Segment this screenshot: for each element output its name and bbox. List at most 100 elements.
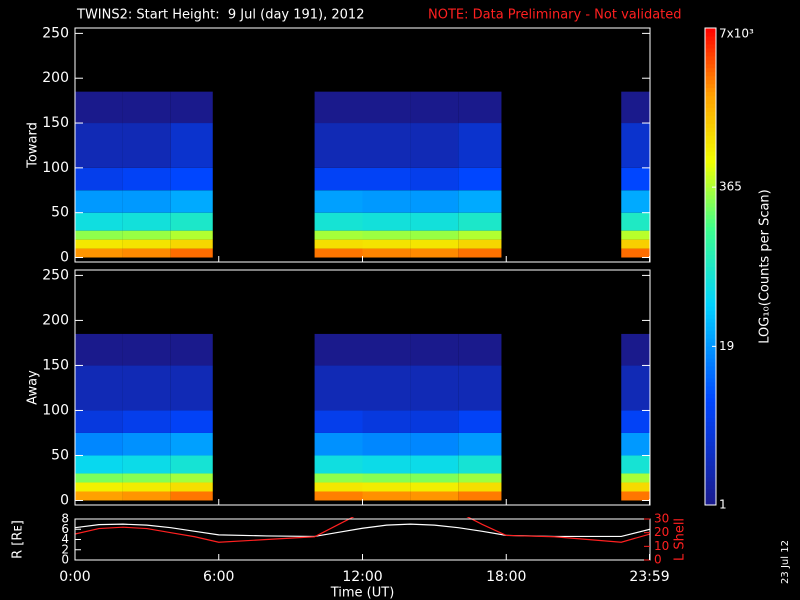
colorbar-swatch xyxy=(705,250,716,256)
heatmap-cell xyxy=(170,190,213,213)
heatmap-cell xyxy=(75,212,123,231)
y2-axis-label: L Shell xyxy=(673,518,688,561)
colorbar-swatch xyxy=(705,87,716,93)
colorbar-swatch xyxy=(705,210,716,216)
colorbar-swatch xyxy=(705,183,716,188)
colorbar-swatch xyxy=(705,202,716,208)
heatmap-cell xyxy=(75,123,123,168)
colorbar-swatch xyxy=(705,143,716,148)
y-tick-label: 4 xyxy=(61,532,69,546)
heatmap-cell xyxy=(362,491,411,501)
colorbar-tick-label: 19 xyxy=(719,339,734,353)
colorbar-swatch xyxy=(705,330,716,335)
heatmap-cell xyxy=(410,190,459,213)
heatmap-cell xyxy=(314,167,363,191)
colorbar-swatch xyxy=(705,465,716,470)
y-tick-label: 0 xyxy=(60,492,69,508)
heatmap-cell xyxy=(122,239,171,249)
y-tick-label: 150 xyxy=(42,115,69,131)
heatmap-cell xyxy=(362,365,411,411)
heatmap-cell xyxy=(314,432,363,456)
colorbar-swatch xyxy=(705,103,716,108)
colorbar-swatch xyxy=(705,218,716,224)
colorbar-swatch xyxy=(705,262,716,267)
heatmap-cell xyxy=(410,482,459,492)
colorbar-swatch xyxy=(705,473,716,478)
colorbar-swatch xyxy=(705,318,716,323)
heatmap-cell xyxy=(621,365,650,411)
heatmap-cell xyxy=(75,482,123,492)
colorbar-frame xyxy=(704,27,717,506)
colorbar-swatch xyxy=(705,63,716,69)
heatmap-cell xyxy=(410,365,459,411)
colorbar-swatch xyxy=(705,401,716,407)
heatmap-cell xyxy=(458,248,502,258)
colorbar-swatch xyxy=(705,163,716,168)
colorbar-swatch xyxy=(705,501,716,506)
colorbar-swatch xyxy=(705,59,716,65)
colorbar-swatch xyxy=(705,334,716,339)
heatmap-cell xyxy=(122,248,171,258)
heatmap-cell xyxy=(75,473,123,483)
heatmap-cell xyxy=(458,491,502,501)
heatmap-cell xyxy=(410,239,459,249)
colorbar-swatch xyxy=(705,294,716,299)
heatmap-cell xyxy=(122,123,171,168)
heatmap-cell xyxy=(314,482,363,492)
heatmap-cell xyxy=(410,333,459,366)
heatmap-cell xyxy=(621,410,650,433)
heatmap-cell xyxy=(170,91,213,124)
heatmap-cell xyxy=(122,365,171,411)
colorbar-swatch xyxy=(705,234,716,240)
colorbar-tick-label: 1 xyxy=(719,498,727,512)
colorbar-swatch xyxy=(705,51,716,57)
colorbar-swatch xyxy=(705,214,716,220)
heatmap-cell xyxy=(458,167,502,191)
heatmap-cell xyxy=(170,410,213,433)
heatmap-cell xyxy=(410,410,459,433)
heatmap-cell xyxy=(362,410,411,433)
heatmap-cell xyxy=(122,91,171,124)
heatmap-cell xyxy=(122,190,171,213)
heatmap-cell xyxy=(621,167,650,191)
heatmap-cell xyxy=(75,333,123,366)
heatmap-cell xyxy=(122,432,171,456)
heatmap-cell xyxy=(410,432,459,456)
heatmap-cell xyxy=(170,482,213,492)
colorbar-swatch xyxy=(705,147,716,152)
colorbar-swatch xyxy=(705,107,716,112)
y-tick-label: 6 xyxy=(61,522,69,536)
heatmap-cell xyxy=(170,123,213,168)
colorbar-swatch xyxy=(705,55,716,61)
heatmap-cell xyxy=(458,230,502,240)
heatmap-cell xyxy=(621,432,650,456)
colorbar-swatch xyxy=(705,270,716,275)
heatmap-cell xyxy=(458,123,502,168)
heatmap-cell xyxy=(314,365,363,411)
colorbar-swatch xyxy=(705,242,716,248)
colorbar-swatch xyxy=(705,254,716,260)
heatmap-cell xyxy=(75,432,123,456)
heatmap-cell xyxy=(458,473,502,483)
colorbar-swatch xyxy=(705,461,716,466)
chart-title: TWINS2: Start Height: 9 Jul (day 191), 2… xyxy=(76,8,364,23)
y-tick-label: 2 xyxy=(61,542,69,556)
colorbar-swatch xyxy=(705,278,716,283)
colorbar-swatch xyxy=(705,405,716,411)
heatmap-cell xyxy=(621,333,650,366)
colorbar-swatch xyxy=(705,35,716,41)
colorbar-swatch xyxy=(705,238,716,244)
heatmap-cell xyxy=(410,123,459,168)
heatmap-cell xyxy=(410,491,459,501)
heatmap-cell xyxy=(170,473,213,483)
colorbar-swatch xyxy=(705,274,716,279)
heatmap-cell xyxy=(75,230,123,240)
colorbar-swatch xyxy=(705,489,716,494)
colorbar-swatch xyxy=(705,83,716,89)
heatmap-cell xyxy=(621,190,650,213)
colorbar-swatch xyxy=(705,127,716,132)
colorbar-swatch xyxy=(705,290,716,295)
heatmap-cell xyxy=(362,212,411,231)
heatmap-cell xyxy=(75,491,123,501)
colorbar-swatch xyxy=(705,310,716,315)
